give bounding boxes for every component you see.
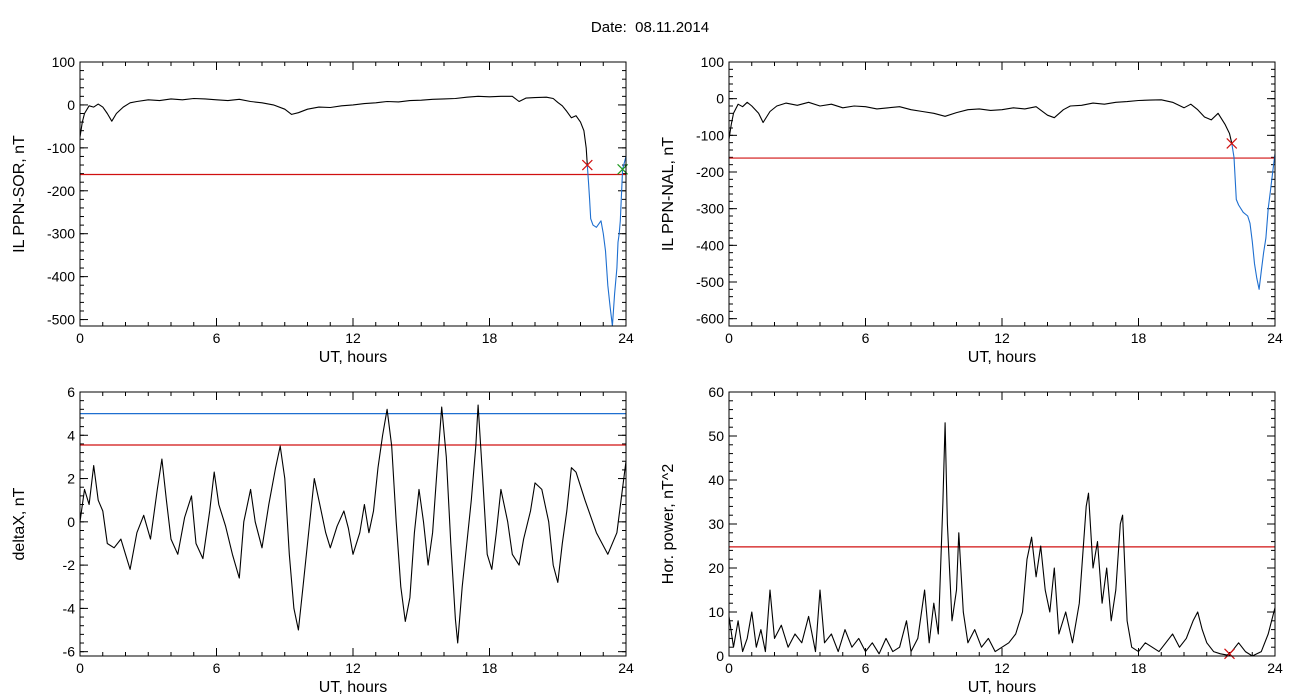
x-tick-label: 0 <box>76 660 84 676</box>
y-tick-label: -300 <box>696 201 724 217</box>
y-axis-label: deltaX, nT <box>11 487 28 560</box>
x-tick-label: 18 <box>482 660 498 676</box>
plot-frame <box>728 61 1276 327</box>
y-tick-label: -100 <box>696 127 724 143</box>
x-tick-label: 0 <box>725 660 733 676</box>
y-tick-label: 100 <box>52 54 76 70</box>
y-tick-label: 4 <box>67 427 75 443</box>
chart-date-title: Date: 08.11.2014 <box>590 19 710 36</box>
series-line-black <box>80 95 588 166</box>
x-tick-label: 6 <box>862 660 870 676</box>
y-tick-label: 0 <box>67 97 75 113</box>
marker-x-red <box>1224 648 1235 660</box>
plot-frame <box>728 391 1276 657</box>
y-tick-label: 0 <box>716 648 724 664</box>
y-tick-label: 2 <box>67 471 75 487</box>
y-tick-label: 20 <box>708 560 724 576</box>
x-axis-label: UT, hours <box>319 349 387 366</box>
x-tick-label: 24 <box>618 330 634 346</box>
y-tick-label: 0 <box>716 91 724 107</box>
x-axis-label: UT, hours <box>968 679 1036 696</box>
y-tick-label: -500 <box>696 274 724 290</box>
y-tick-label: 100 <box>701 54 725 70</box>
x-tick-label: 12 <box>345 330 361 346</box>
x-tick-label: 6 <box>862 330 870 346</box>
y-tick-label: -100 <box>47 140 75 156</box>
x-tick-label: 24 <box>1267 660 1283 676</box>
series-line-black <box>729 422 1275 656</box>
x-tick-label: 6 <box>213 660 221 676</box>
x-axis-label: UT, hours <box>319 679 387 696</box>
x-tick-label: 18 <box>1131 330 1147 346</box>
plot-frame <box>79 391 627 657</box>
y-tick-label: -300 <box>47 226 75 242</box>
y-tick-label: -2 <box>63 557 76 573</box>
y-tick-label: -6 <box>63 644 76 660</box>
chart-panel-p4: 60 50 40 30 20 10 00 6 12 18 24 UT, hours Hor. power… <box>660 384 1283 696</box>
y-axis-label: IL PPN-SOR, nT <box>11 135 28 253</box>
y-tick-label: -400 <box>696 237 724 253</box>
x-tick-label: 24 <box>1267 330 1283 346</box>
y-tick-label: 10 <box>708 604 724 620</box>
y-axis-label: Hor. power, nT^2 <box>660 464 677 585</box>
plot-frame <box>79 61 627 327</box>
y-tick-label: 40 <box>708 472 724 488</box>
series-line-blue <box>586 156 626 326</box>
y-tick-label: -400 <box>47 269 75 285</box>
y-tick-label: -600 <box>696 311 724 327</box>
x-tick-label: 6 <box>213 330 221 346</box>
x-tick-label: 24 <box>618 660 634 676</box>
x-tick-label: 18 <box>482 330 498 346</box>
marker-x-red <box>581 159 593 171</box>
x-tick-label: 12 <box>994 660 1010 676</box>
x-tick-label: 12 <box>345 660 361 676</box>
y-tick-label: -4 <box>63 600 76 616</box>
y-tick-label: 60 <box>708 384 724 400</box>
x-tick-label: 18 <box>1131 660 1147 676</box>
series-line-blue <box>1231 143 1275 290</box>
x-tick-label: 0 <box>725 330 733 346</box>
y-tick-label: 30 <box>708 516 724 532</box>
y-tick-label: -200 <box>696 164 724 180</box>
x-axis-label: UT, hours <box>968 349 1036 366</box>
series-line-black <box>729 99 1233 144</box>
x-tick-label: 12 <box>994 330 1010 346</box>
y-tick-label: 50 <box>708 428 724 444</box>
x-tick-label: 0 <box>76 330 84 346</box>
y-tick-label: 6 <box>67 384 75 400</box>
marker-x-red <box>1226 137 1238 149</box>
y-tick-label: -500 <box>47 312 75 328</box>
y-tick-label: -200 <box>47 183 75 199</box>
y-tick-label: 0 <box>67 514 75 530</box>
y-axis-label: IL PPN-NAL, nT <box>660 137 677 251</box>
series-line-black <box>80 404 626 644</box>
